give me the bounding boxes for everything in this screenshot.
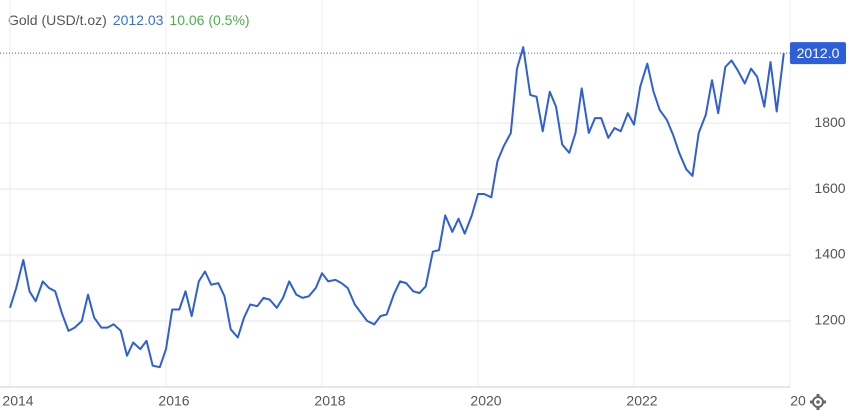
gear-hub — [816, 400, 820, 404]
price: 2012.03 — [112, 12, 164, 28]
price-line — [9, 46, 785, 369]
x-tick-label: 2022 — [626, 393, 657, 409]
x-tick-label: 2016 — [158, 393, 189, 409]
y-tick-label: 1600 — [814, 180, 845, 196]
x-tick-label: 2014 — [2, 393, 33, 409]
y-tick-label: 1400 — [814, 246, 845, 262]
y-tick-label: 1200 — [814, 312, 845, 328]
y-tick-label: 1800 — [814, 114, 845, 130]
instrument-name: Gold (USD/t.oz) — [8, 12, 107, 28]
header: Gold (USD/t.oz) 2012.03 10.06 (0.5%) — [8, 12, 250, 28]
price-change: 10.06 (0.5%) — [169, 12, 250, 28]
x-tick-label: 2018 — [314, 393, 345, 409]
x-tick-label: 2020 — [470, 393, 501, 409]
settings-icon[interactable] — [810, 394, 826, 410]
x-tick-label: 20 — [790, 393, 806, 409]
current-price-box — [790, 42, 846, 65]
current-price-label: 2012.0 — [797, 45, 840, 61]
